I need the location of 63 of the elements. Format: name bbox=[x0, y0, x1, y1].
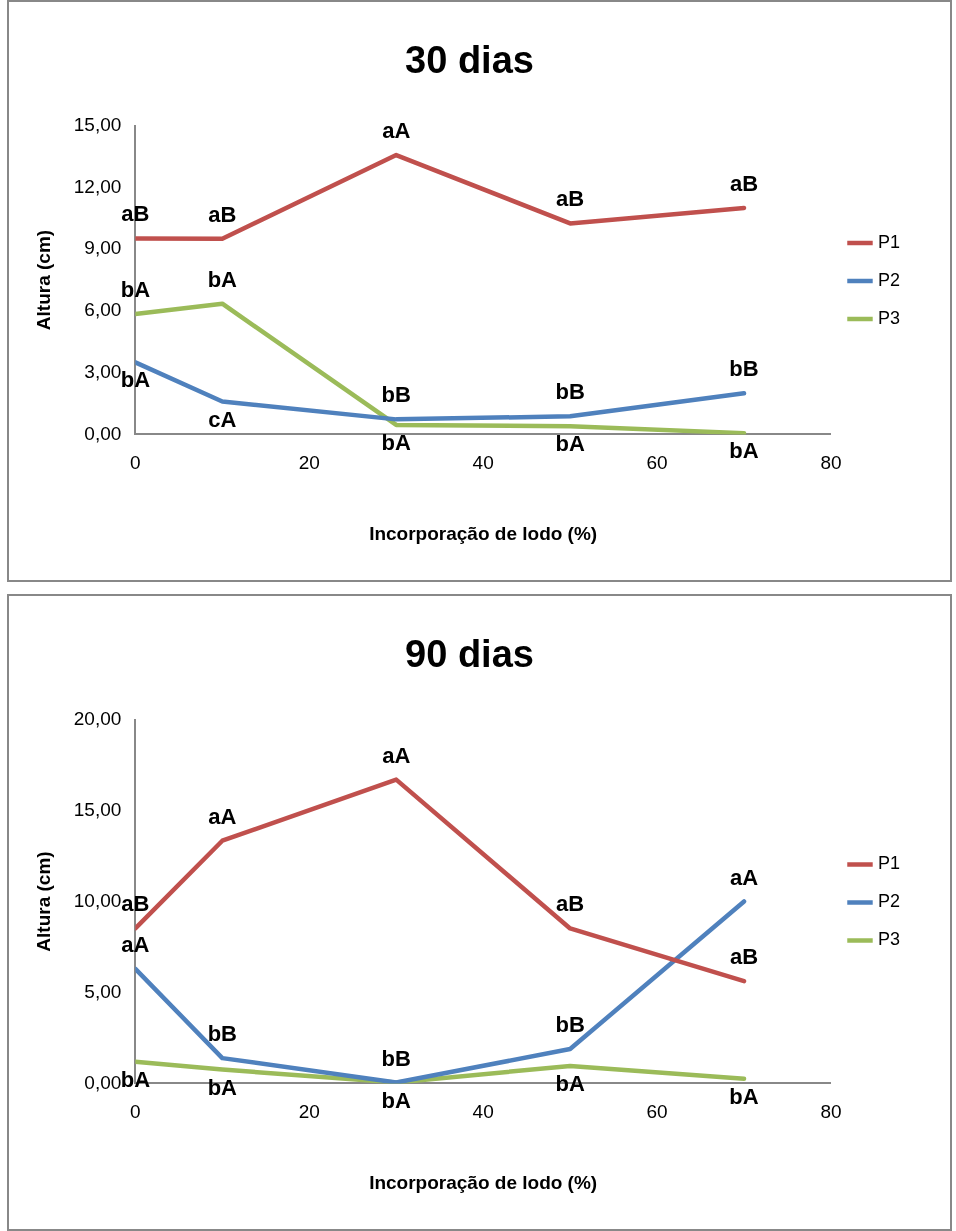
y-tick-label: 6,00 bbox=[84, 299, 122, 321]
x-tick-label: 40 bbox=[472, 1101, 494, 1123]
x-axis-title: Incorporação de lodo (%) bbox=[369, 522, 598, 544]
x-tick-label: 60 bbox=[646, 1101, 668, 1123]
annotation: bB bbox=[555, 379, 585, 405]
y-tick-label: 15,00 bbox=[73, 113, 122, 135]
y-tick-label: 12,00 bbox=[73, 175, 122, 197]
annotation: bA bbox=[555, 431, 585, 457]
annotation: aA bbox=[121, 931, 150, 957]
annotation: bB bbox=[381, 382, 411, 408]
annotation: bB bbox=[729, 356, 759, 382]
y-tick-label: 20,00 bbox=[73, 707, 122, 729]
y-tick-label: 5,00 bbox=[84, 980, 122, 1002]
annotation: aA bbox=[729, 864, 759, 890]
annotation: aB bbox=[556, 891, 585, 917]
annotation: bA bbox=[381, 429, 411, 455]
annotation: aB bbox=[208, 201, 237, 227]
y-tick-label: 0,00 bbox=[84, 1071, 122, 1093]
annotation: bA bbox=[120, 367, 151, 393]
x-tick-label: 20 bbox=[298, 452, 320, 474]
annotation: bA bbox=[729, 1083, 759, 1109]
y-tick-label: 3,00 bbox=[84, 360, 122, 382]
legend-label: P2 bbox=[877, 269, 901, 290]
x-axis-title: Incorporação de lodo (%) bbox=[369, 1171, 598, 1193]
chart-title: 90 dias bbox=[405, 633, 534, 676]
annotation: bB bbox=[381, 1045, 411, 1071]
y-axis-title: Altura (cm) bbox=[32, 229, 54, 331]
legend-label: P2 bbox=[877, 891, 901, 912]
annotation: aB bbox=[121, 891, 150, 917]
annotation: bA bbox=[381, 1087, 411, 1113]
annotation: aB bbox=[556, 186, 585, 212]
chart-title: 30 dias bbox=[405, 39, 534, 82]
y-tick-label: 9,00 bbox=[84, 237, 122, 259]
legend-label: P1 bbox=[877, 231, 901, 252]
annotation: bA bbox=[120, 1066, 151, 1092]
y-axis-title: Altura (cm) bbox=[32, 851, 54, 952]
legend-label: P3 bbox=[877, 929, 901, 950]
x-tick-label: 80 bbox=[820, 1101, 842, 1123]
annotation: bB bbox=[555, 1012, 585, 1038]
legend-label: P3 bbox=[877, 307, 901, 328]
y-tick-label: 15,00 bbox=[73, 798, 122, 820]
x-tick-label: 0 bbox=[130, 1101, 141, 1123]
annotation: aB bbox=[729, 944, 759, 970]
annotation: aB bbox=[729, 171, 759, 197]
annotation: bA bbox=[555, 1071, 585, 1096]
annotation: aA bbox=[382, 742, 411, 768]
x-tick-label: 80 bbox=[820, 452, 842, 474]
y-tick-label: 0,00 bbox=[84, 422, 122, 444]
annotation: bA bbox=[207, 266, 238, 292]
x-tick-label: 60 bbox=[646, 452, 668, 474]
annotation: aA bbox=[208, 803, 237, 829]
legend-label: P1 bbox=[877, 853, 901, 874]
x-tick-label: 0 bbox=[130, 452, 141, 474]
annotation: bB bbox=[207, 1021, 237, 1047]
annotation: aA bbox=[382, 118, 411, 144]
annotation: bA bbox=[729, 438, 759, 464]
x-tick-label: 40 bbox=[472, 452, 494, 474]
y-tick-label: 10,00 bbox=[73, 889, 122, 911]
annotation: cA bbox=[208, 406, 237, 432]
annotation: bA bbox=[120, 277, 151, 303]
annotation: aB bbox=[121, 201, 150, 227]
x-tick-label: 20 bbox=[298, 1101, 320, 1123]
annotation: bA bbox=[207, 1074, 238, 1100]
